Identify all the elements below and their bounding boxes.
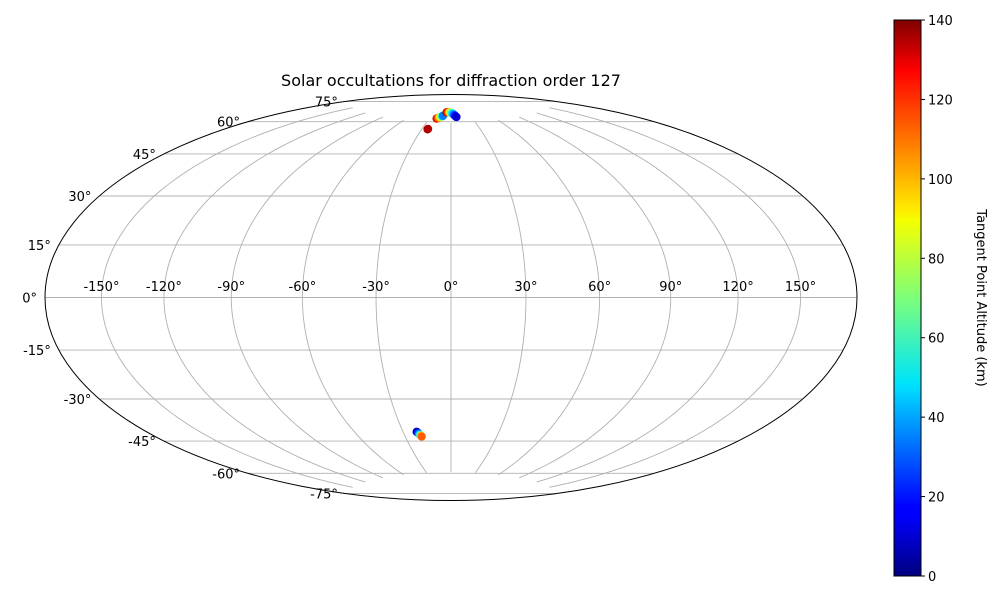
- data-point: [452, 112, 461, 122]
- colorbar-tick-label: 40: [928, 411, 945, 426]
- x-tick-label: -150°: [83, 280, 119, 295]
- x-tick-label: -120°: [146, 280, 182, 295]
- colorbar-ticks: 0 20 40 60 80 100 120 140: [921, 14, 953, 585]
- y-tick-label: -30°: [64, 393, 92, 408]
- y-tick-label: 75°: [315, 95, 338, 110]
- chart-title: Solar occultations for diffraction order…: [281, 71, 621, 90]
- y-tick-label: -60°: [212, 467, 240, 482]
- colorbar-tick-label: 80: [928, 252, 945, 267]
- data-points: [412, 107, 461, 441]
- x-tick-label: -90°: [217, 280, 245, 295]
- x-tick-label: 90°: [659, 280, 682, 295]
- colorbar-tick-label: 20: [928, 491, 945, 506]
- x-tick-labels: -150° -120° -90° -60° -30° 0° 30° 60° 90° 120° 150…: [83, 280, 816, 295]
- y-tick-label: 45°: [133, 148, 156, 163]
- colorbar-tick-label: 0: [928, 570, 936, 585]
- y-tick-label: 60°: [217, 116, 240, 131]
- y-tick-label: 30°: [68, 190, 91, 205]
- x-tick-label: 120°: [722, 280, 753, 295]
- colorbar-label: Tangent Point Altitude (km): [973, 208, 988, 386]
- x-tick-label: 0°: [444, 280, 459, 295]
- data-point: [417, 432, 426, 441]
- colorbar-tick-label: 140: [928, 14, 953, 29]
- x-tick-label: 30°: [514, 280, 537, 295]
- y-tick-labels: -75° -60° -45° -30° -15° 0° 15° 30° 45° 60° 75°: [22, 95, 338, 502]
- data-point: [423, 124, 433, 134]
- y-tick-label: -15°: [23, 344, 51, 359]
- colorbar-tick-label: 100: [928, 173, 953, 188]
- x-tick-label: -60°: [289, 280, 317, 295]
- y-tick-label: -45°: [128, 435, 156, 450]
- y-tick-label: 15°: [28, 239, 51, 254]
- map-grid: [45, 100, 857, 495]
- x-tick-label: -30°: [362, 280, 390, 295]
- x-tick-label: 60°: [588, 280, 611, 295]
- colorbar: [893, 19, 922, 577]
- x-tick-label: 150°: [785, 280, 816, 295]
- y-tick-label: -75°: [310, 488, 338, 503]
- colorbar-tick-label: 60: [928, 332, 945, 347]
- colorbar-tick-label: 120: [928, 93, 953, 108]
- map-frame: [44, 94, 858, 501]
- y-tick-label: 0°: [22, 292, 37, 307]
